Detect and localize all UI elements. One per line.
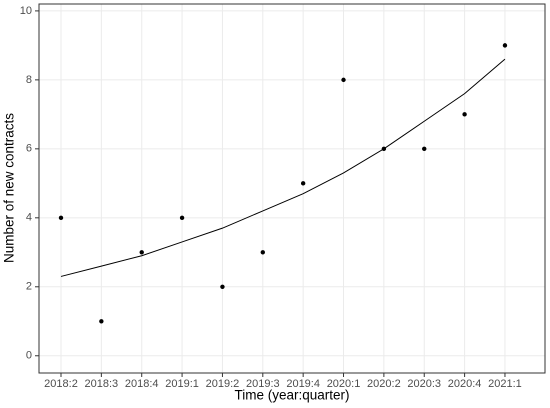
data-point bbox=[179, 215, 185, 221]
y-tick-label: 4 bbox=[26, 212, 32, 224]
y-tick-label: 0 bbox=[26, 350, 32, 362]
data-point bbox=[220, 284, 225, 289]
data-point bbox=[422, 146, 427, 152]
x-tick-label: 2020:3 bbox=[407, 378, 441, 390]
data-point bbox=[341, 77, 346, 83]
y-tick-label: 6 bbox=[26, 143, 32, 155]
y-tick-label: 8 bbox=[26, 74, 32, 86]
x-tick-label: 2019:4 bbox=[286, 378, 320, 390]
y-tick-label: 2 bbox=[26, 281, 32, 293]
y-axis-title: Number of new contracts bbox=[2, 113, 17, 263]
data-point bbox=[502, 43, 508, 48]
x-tick-label: 2018:3 bbox=[85, 378, 119, 390]
x-tick-label: 2019:2 bbox=[206, 378, 240, 390]
x-tick-label: 2019:3 bbox=[246, 378, 280, 390]
x-tick-label: 2020:1 bbox=[327, 378, 361, 390]
x-tick-label: 2021:1 bbox=[488, 378, 522, 390]
data-point bbox=[58, 215, 64, 221]
plot-border bbox=[38, 3, 546, 374]
x-tick-label: 2018:2 bbox=[44, 378, 78, 390]
data-point bbox=[260, 250, 265, 255]
x-tick-label: 2018:4 bbox=[125, 378, 159, 390]
y-tick-label: 10 bbox=[20, 5, 32, 17]
x-tick-label: 2020:2 bbox=[367, 378, 401, 390]
data-point bbox=[462, 112, 467, 117]
x-axis-title: Time (year:quarter) bbox=[234, 388, 349, 403]
plot-panel bbox=[39, 4, 545, 373]
data-point bbox=[139, 250, 144, 255]
data-point bbox=[300, 181, 306, 186]
x-tick-label: 2020:4 bbox=[448, 378, 482, 390]
trend-line bbox=[60, 58, 506, 277]
x-tick-label: 2019:1 bbox=[165, 378, 199, 390]
data-point bbox=[99, 319, 104, 324]
